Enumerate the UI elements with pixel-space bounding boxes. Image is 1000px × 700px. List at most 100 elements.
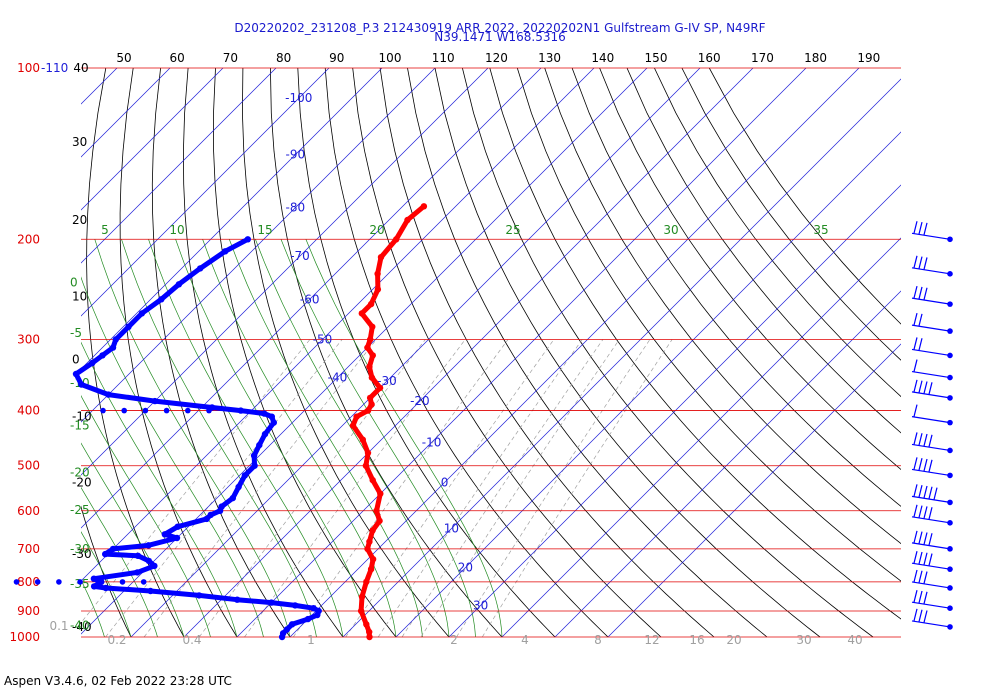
mixing-ratio-label: 2 (450, 633, 458, 647)
moist-adiabat (228, 239, 423, 638)
isotherm (236, 68, 807, 638)
mixing-ratio-line (456, 339, 651, 638)
left-axis-label: 20 (72, 213, 87, 227)
temperature-point (353, 413, 360, 420)
wind-barb-staff (911, 468, 951, 476)
dewpoint-point (175, 281, 183, 288)
temperature-point (367, 566, 375, 573)
wind-barb-tick (913, 379, 918, 393)
wind-barb-tick (928, 553, 933, 566)
wind-barb-staff (911, 443, 951, 452)
dewpoint-point (109, 545, 117, 553)
isotherm-label: -10 (422, 435, 442, 449)
theta-label: -40 (70, 619, 90, 633)
dewpoint-point (90, 583, 98, 590)
temperature-point (420, 203, 428, 210)
pressure-label: 400 (17, 404, 40, 418)
temperature-point (364, 545, 371, 553)
isotherm (81, 68, 330, 317)
dry-adiabat (489, 68, 901, 620)
dewpoint-point (250, 452, 258, 459)
isotherm (554, 290, 901, 638)
isotherm-label: -100 (285, 91, 312, 105)
wind-barb-tick (928, 533, 933, 546)
left-axis-label: 30 (72, 135, 87, 149)
wind-barb (911, 379, 953, 401)
dewpoint-point (145, 542, 152, 549)
wind-barb (911, 432, 953, 454)
dewpoint-point (147, 587, 154, 595)
dewpoint-point (145, 557, 152, 565)
dewpoint-point (278, 633, 286, 641)
temperature-point (393, 236, 400, 243)
isotherm-label: 30 (473, 598, 488, 612)
isotherm (81, 68, 595, 582)
dewpoint-point (99, 352, 106, 359)
top-axis-label: 140 (591, 51, 614, 65)
wind-barb-tick (913, 337, 918, 350)
dewpoint-point (203, 515, 210, 523)
theta-e-label: 20 (369, 223, 384, 237)
wind-barb (911, 337, 953, 359)
temperature-point (369, 527, 376, 534)
dry-adiabat (352, 68, 662, 638)
wind-barb-tick (923, 532, 928, 545)
isotherm-label: -30 (377, 374, 397, 388)
dewpoint-point (229, 494, 236, 502)
theta-e-label: 25 (505, 223, 520, 237)
temperature-point (376, 517, 383, 525)
dewpoint-point (78, 381, 85, 388)
wind-barb-tick (913, 590, 918, 603)
wind-barb-tick (918, 458, 923, 471)
dewpoint-point (235, 483, 242, 491)
dewpoint-point (256, 441, 263, 449)
dewpoint-point (237, 407, 244, 414)
top-axis-label: 90 (329, 51, 344, 65)
wind-barb-tick (913, 608, 918, 622)
isotherm-label: -70 (290, 249, 310, 263)
temperature-point (364, 344, 371, 351)
wind-barb-point (947, 566, 953, 572)
wind-barb-staff (911, 495, 951, 503)
wind-barb (911, 221, 953, 243)
pressure-label: 500 (17, 459, 40, 473)
dry-adiabat (599, 68, 901, 471)
wind-barb-tick (918, 286, 923, 300)
left-axis-label: -30 (72, 547, 92, 561)
theta-label: -20 (70, 466, 90, 480)
theta-e-label: 5 (101, 223, 109, 237)
theta-label: -5 (70, 326, 82, 340)
wind-barb (911, 255, 953, 277)
mixing-ratio-label: 1 (307, 633, 315, 647)
dry-adiabat (681, 68, 901, 361)
dry-adiabat (182, 68, 344, 638)
wind-barb-tick (913, 569, 918, 583)
wind-barb-layer (911, 221, 953, 630)
wind-barb-staff (911, 516, 951, 524)
mixing-ratio-label: 40 (847, 633, 862, 647)
dry-adiabat (270, 68, 503, 638)
wind-barb-tick (928, 382, 933, 395)
dry-adiabat (81, 505, 132, 638)
wind-barb-tick (923, 458, 928, 472)
wind-barb-tick (918, 433, 923, 446)
wind-barb-point (947, 236, 953, 243)
dewpoint-point (102, 550, 109, 558)
theta-label: 0 (70, 275, 78, 289)
dewpoint-point (310, 605, 317, 612)
dewpoint-point (304, 615, 312, 623)
isotherm-label: -20 (410, 394, 430, 408)
mixing-ratio-label: 8 (594, 633, 602, 647)
wind-barb-point (947, 419, 953, 426)
dry-adiabat (571, 68, 901, 507)
theta-label: -25 (70, 503, 90, 517)
chart-subtitle: N39.1471 W168.5316 (434, 30, 566, 44)
pressure-label: 900 (17, 604, 40, 618)
wind-barb-tick (913, 530, 918, 544)
wind-barb-point (947, 605, 953, 612)
temperature-point (374, 270, 381, 277)
dewpoint-dotted-point (34, 579, 41, 585)
left-axis-label: 0 (72, 352, 80, 366)
wind-barb-point (947, 624, 953, 630)
isotherm (81, 68, 224, 211)
